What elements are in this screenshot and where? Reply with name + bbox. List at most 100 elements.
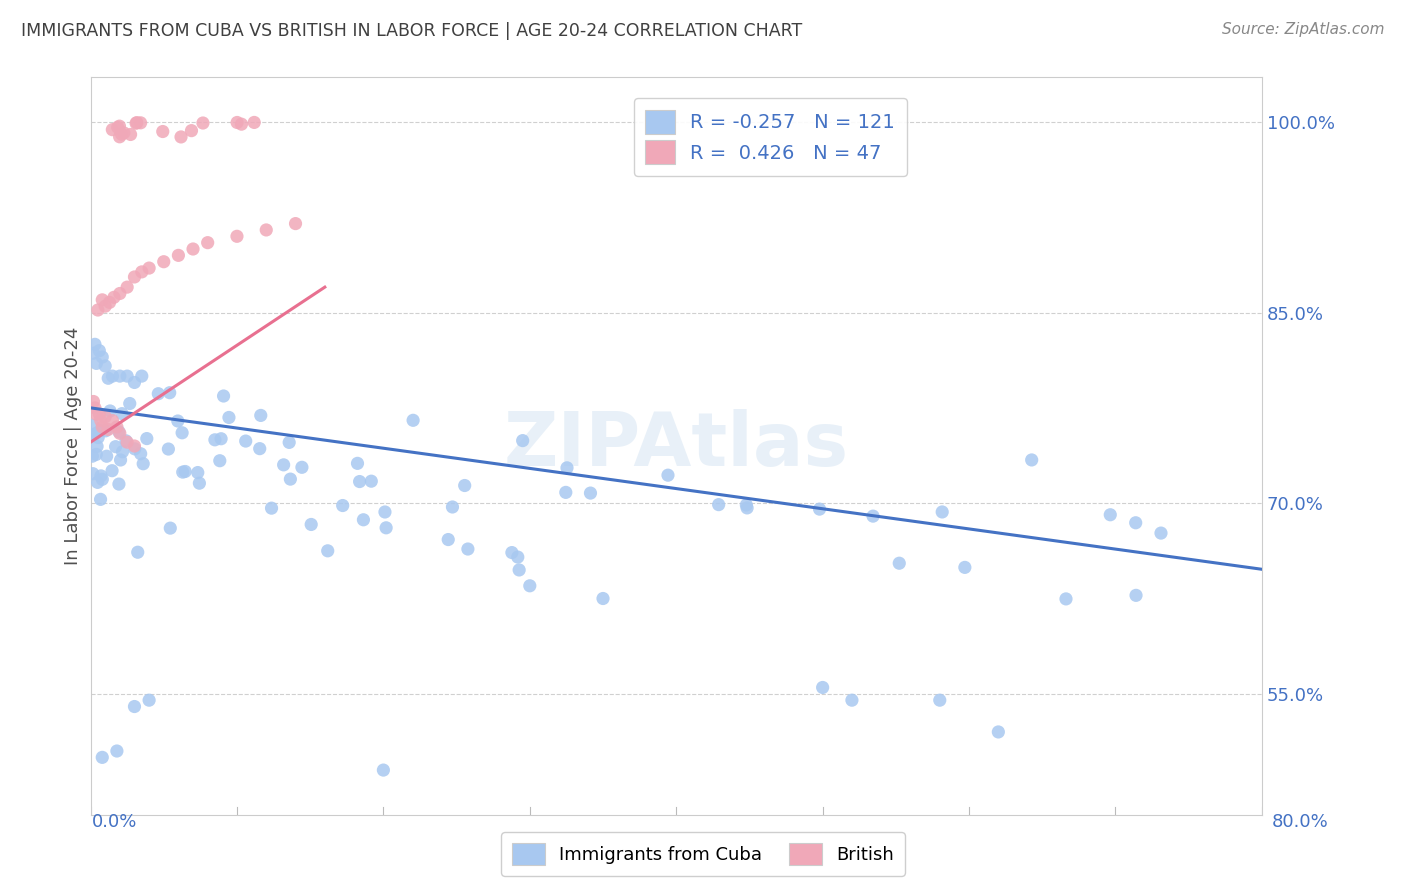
Point xyxy=(218,410,240,425)
Point xyxy=(841,693,863,707)
Point xyxy=(1021,453,1043,467)
Point xyxy=(124,376,146,390)
Text: Source: ZipAtlas.com: Source: ZipAtlas.com xyxy=(1222,22,1385,37)
Point xyxy=(101,122,124,136)
Point xyxy=(110,127,132,141)
Point xyxy=(273,458,295,472)
Point xyxy=(104,440,127,454)
Point xyxy=(554,485,576,500)
Point xyxy=(91,472,114,486)
Point xyxy=(111,407,134,421)
Point xyxy=(118,396,141,410)
Point xyxy=(91,293,114,307)
Point xyxy=(110,453,132,467)
Point xyxy=(94,299,117,313)
Point xyxy=(115,435,138,450)
Point xyxy=(226,115,249,129)
Point xyxy=(148,386,170,401)
Point xyxy=(316,544,339,558)
Point xyxy=(159,385,181,400)
Point xyxy=(86,407,108,421)
Point xyxy=(83,428,105,442)
Point xyxy=(212,389,235,403)
Point xyxy=(132,457,155,471)
Point xyxy=(108,369,131,384)
Point xyxy=(91,750,114,764)
Point xyxy=(129,116,152,130)
Point xyxy=(108,426,131,441)
Point xyxy=(197,235,219,250)
Point xyxy=(735,498,758,512)
Point xyxy=(209,432,232,446)
Legend: R = -0.257   N = 121, R =  0.426   N = 47: R = -0.257 N = 121, R = 0.426 N = 47 xyxy=(634,98,907,176)
Point xyxy=(231,117,253,131)
Point xyxy=(208,454,231,468)
Text: ZIPAtlas: ZIPAtlas xyxy=(503,409,849,483)
Point xyxy=(226,229,249,244)
Point xyxy=(437,533,460,547)
Point xyxy=(811,681,834,695)
Point xyxy=(152,254,174,268)
Point xyxy=(352,513,374,527)
Point xyxy=(172,465,194,479)
Point xyxy=(187,466,209,480)
Point xyxy=(181,242,204,256)
Point xyxy=(152,124,174,138)
Point xyxy=(91,350,114,364)
Point xyxy=(188,476,211,491)
Point xyxy=(1150,526,1173,541)
Point xyxy=(112,126,135,140)
Point xyxy=(84,337,107,351)
Point xyxy=(96,449,118,463)
Point xyxy=(84,447,107,461)
Point xyxy=(284,217,307,231)
Point xyxy=(138,261,160,276)
Point xyxy=(125,116,148,130)
Point xyxy=(349,475,371,489)
Point xyxy=(402,413,425,427)
Point xyxy=(159,521,181,535)
Point xyxy=(299,517,322,532)
Point xyxy=(519,579,541,593)
Point xyxy=(108,477,131,491)
Point xyxy=(278,435,301,450)
Point xyxy=(260,501,283,516)
Point xyxy=(125,115,148,129)
Point xyxy=(84,426,107,441)
Point xyxy=(808,502,831,516)
Point xyxy=(82,418,104,433)
Point xyxy=(657,468,679,483)
Point xyxy=(86,475,108,490)
Point xyxy=(254,223,277,237)
Point xyxy=(249,409,271,423)
Point xyxy=(91,420,114,434)
Point xyxy=(115,434,138,448)
Point xyxy=(82,449,104,463)
Point xyxy=(89,407,111,421)
Point xyxy=(928,693,950,707)
Text: 0.0%: 0.0% xyxy=(91,814,136,831)
Point xyxy=(82,346,104,360)
Point xyxy=(105,420,128,434)
Point xyxy=(167,248,190,262)
Point xyxy=(862,509,884,524)
Point xyxy=(103,290,125,304)
Point xyxy=(180,123,202,137)
Point xyxy=(89,424,111,438)
Point xyxy=(953,560,976,574)
Point xyxy=(508,563,530,577)
Point xyxy=(94,424,117,438)
Point xyxy=(105,744,128,758)
Point xyxy=(249,442,271,456)
Point xyxy=(127,545,149,559)
Point xyxy=(987,725,1010,739)
Point xyxy=(108,286,131,301)
Point xyxy=(135,432,157,446)
Point xyxy=(457,541,479,556)
Y-axis label: In Labor Force | Age 20-24: In Labor Force | Age 20-24 xyxy=(65,326,82,566)
Point xyxy=(243,115,266,129)
Point xyxy=(373,763,395,777)
Point xyxy=(204,433,226,447)
Point xyxy=(86,439,108,453)
Point xyxy=(375,521,398,535)
